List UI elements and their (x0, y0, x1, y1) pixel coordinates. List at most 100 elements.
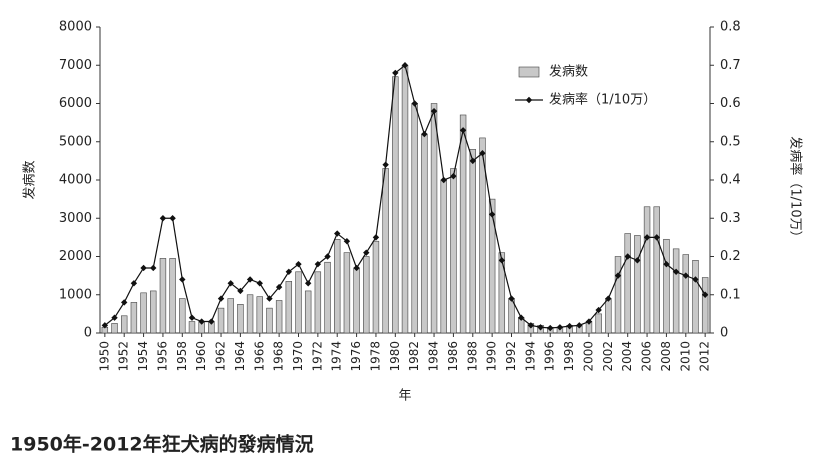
y2-tick-label: 0.6 (720, 96, 741, 111)
bar (430, 103, 438, 334)
bar (256, 296, 263, 334)
x-tick-label: 1984 (427, 341, 441, 372)
rate-marker (401, 62, 409, 69)
x-tick-label: 1952 (117, 341, 131, 372)
x-tick-label: 1994 (523, 341, 537, 372)
rate-marker (179, 276, 186, 283)
y2-tick-label: 0.5 (720, 134, 741, 149)
y-axis-label: 发病数 (22, 160, 38, 199)
y2-tick-label: 0.7 (720, 58, 741, 73)
bar (411, 103, 418, 334)
y-tick-label: 0 (84, 326, 92, 341)
bar (701, 277, 709, 334)
rate-marker (440, 176, 447, 184)
bar (469, 149, 476, 334)
rate-marker (517, 314, 525, 321)
rate-marker (343, 238, 351, 245)
x-tick-label: 2006 (640, 341, 654, 372)
y2-tick-label: 0 (720, 326, 728, 341)
y-tick-label: 5000 (59, 134, 92, 149)
bar (285, 281, 293, 334)
rate-marker (672, 268, 680, 275)
rate-marker (295, 260, 302, 268)
rate-marker (266, 295, 273, 302)
caption: 1950年-2012年狂犬病的發病情況 (10, 433, 314, 456)
rate-marker (372, 234, 380, 241)
x-tick-label: 1988 (465, 341, 479, 372)
bar (372, 240, 380, 334)
bar (130, 302, 138, 334)
bar (663, 238, 670, 334)
rate-marker (237, 287, 244, 295)
bar (304, 290, 312, 334)
rate-marker (159, 215, 167, 222)
x-tick-label: 1998 (562, 341, 576, 372)
bar (159, 258, 167, 334)
bar (188, 321, 196, 334)
x-tick-label: 1992 (504, 341, 518, 372)
rate-marker (605, 295, 612, 302)
rate-marker (566, 322, 573, 330)
rate-marker (459, 127, 467, 134)
rate-marker (169, 215, 176, 222)
y-tick-label: 4000 (59, 173, 92, 188)
bar (150, 290, 157, 334)
rate-marker (150, 264, 157, 272)
rate-marker (353, 264, 360, 272)
rate-marker (363, 249, 370, 256)
x-tick-label: 2004 (620, 341, 634, 372)
x-tick-label: 1976 (349, 341, 363, 372)
x-tick-label: 1972 (310, 341, 324, 372)
rate-marker (111, 314, 118, 321)
rate-marker (469, 157, 476, 165)
rate-marker (304, 280, 312, 287)
bar (692, 260, 699, 334)
rate-marker (188, 314, 196, 321)
rate-marker (624, 253, 631, 260)
x-tick-label: 2002 (601, 341, 615, 372)
y2-tick-label: 0.1 (720, 287, 741, 302)
rate-marker (430, 107, 438, 115)
x-tick-label: 1974 (330, 341, 344, 372)
legend-label: 发病数 (549, 64, 588, 80)
rate-marker (576, 322, 583, 329)
rate-marker (653, 234, 660, 241)
x-tick-label: 2012 (698, 341, 712, 372)
rate-marker (488, 211, 496, 218)
rate-marker (508, 295, 515, 302)
bar (237, 304, 244, 334)
rate-marker (556, 324, 564, 331)
rate-marker (547, 324, 554, 332)
rate-marker (227, 280, 234, 287)
rate-marker (634, 257, 641, 264)
rate-marker (595, 306, 602, 314)
bar (643, 206, 651, 334)
bar (672, 248, 680, 334)
rate-marker (663, 260, 670, 268)
y2-axis-label: 发病率（1/10万） (788, 136, 804, 243)
rate-marker (285, 268, 293, 275)
y2-tick-label: 0.4 (720, 173, 741, 188)
bar (382, 168, 389, 334)
rate-marker (101, 322, 109, 329)
bar (246, 294, 254, 334)
rate-marker (411, 100, 418, 107)
bar (614, 256, 622, 334)
rate-marker (537, 324, 544, 331)
bar (314, 271, 322, 334)
rate-marker (643, 234, 651, 241)
x-tick-label: 1980 (388, 341, 402, 372)
x-tick-label: 1962 (214, 341, 228, 372)
rate-marker (334, 230, 341, 237)
rate-marker (246, 276, 254, 283)
bar (624, 233, 631, 334)
y-tick-label: 8000 (59, 20, 92, 35)
rate-marker (450, 172, 457, 180)
bar (479, 137, 486, 334)
bar (179, 298, 186, 334)
bar (605, 298, 612, 334)
rate-marker (140, 264, 147, 272)
rate-marker (198, 318, 205, 325)
bar (353, 267, 360, 334)
